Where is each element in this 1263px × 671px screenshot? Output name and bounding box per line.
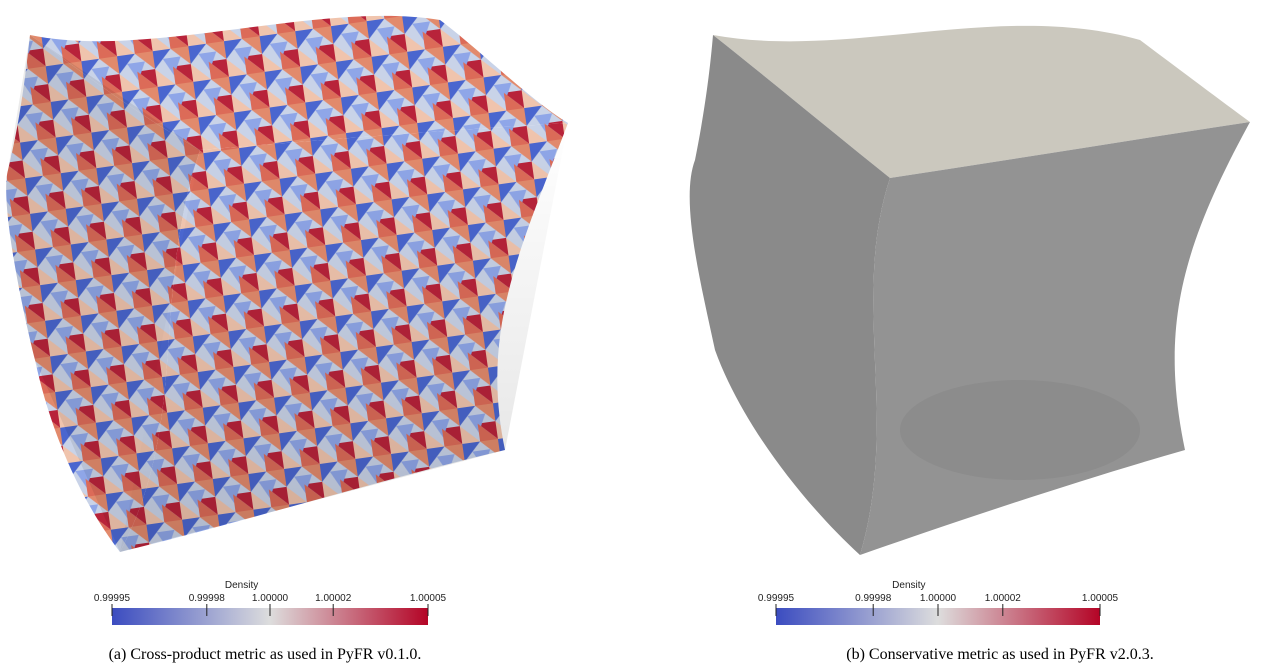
colorbar-tick-label: 1.00000	[252, 593, 289, 604]
cube-b	[690, 26, 1250, 555]
colorbar-tick-label: 1.00005	[1082, 593, 1119, 604]
colorbar-tick-label: 1.00002	[985, 593, 1022, 604]
caption: (b) Conservative metric as used in PyFR …	[846, 646, 1154, 663]
colorbar-tick-label: 1.00002	[315, 593, 352, 604]
colorbar-tick-label: 0.99995	[94, 593, 131, 604]
colorbar-tick-label: 0.99998	[855, 593, 892, 604]
colorbar-title: Density	[225, 580, 258, 591]
colorbar-tick-label: 0.99995	[758, 593, 795, 604]
colorbar-tick-label: 1.00005	[410, 593, 447, 604]
figure: Density 0.99995 0.99998 1.00000 1.00002 1.000…	[0, 0, 1263, 671]
caption: (a) Cross-product metric as used in PyFR…	[109, 646, 422, 663]
colorbar-tick-label: 0.99998	[189, 593, 226, 604]
colorbar-title: Density	[892, 580, 925, 591]
colorbar-tick-label: 1.00000	[920, 593, 957, 604]
cube-a	[6, 16, 568, 552]
